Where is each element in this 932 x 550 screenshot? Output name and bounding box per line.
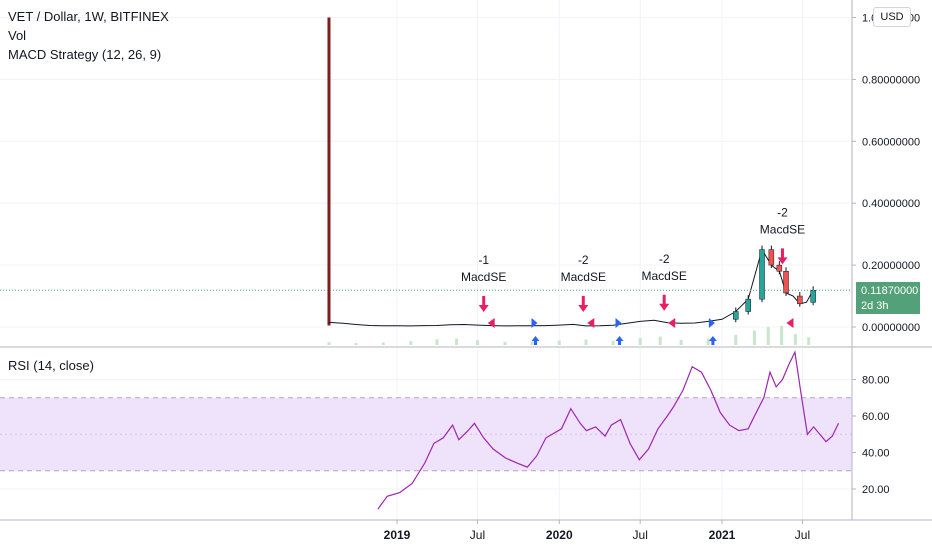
- candle-body: [776, 264, 783, 272]
- short-entry-marker-icon: [668, 318, 676, 328]
- long-entry-marker-icon: [708, 318, 715, 328]
- sell-arrow-icon: [478, 296, 489, 312]
- time-tick-label: Jul: [633, 528, 648, 542]
- main-legend: VET / Dollar, 1W, BITFINEX Vol MACD Stra…: [8, 7, 169, 64]
- volume-bar: [530, 341, 534, 345]
- price-close-line: [328, 248, 814, 327]
- strategy-indicator-label[interactable]: MACD Strategy (12, 26, 9): [8, 47, 162, 62]
- candle-body: [733, 311, 739, 320]
- short-entry-marker-icon: [786, 318, 794, 328]
- last-price-tag: 0.11870000 2d 3h: [856, 282, 920, 314]
- volume-bar: [807, 337, 811, 345]
- candle-body: [797, 295, 803, 305]
- signal-qty: -2: [659, 252, 670, 266]
- long-entry-marker-icon: [615, 318, 622, 328]
- rsi-tick-label: 20.00: [862, 484, 890, 496]
- time-tick-label: 2021: [709, 528, 736, 542]
- candle-body: [745, 298, 751, 312]
- volume-bars: [327, 325, 811, 345]
- volume-bar: [611, 340, 615, 345]
- volume-bar: [658, 336, 662, 345]
- volume-bar: [734, 334, 738, 345]
- sell-arrow-icon: [578, 296, 589, 312]
- currency-button[interactable]: USD: [873, 7, 911, 27]
- candle-body: [759, 249, 765, 300]
- price-tick-label: 0.20000000: [862, 260, 920, 272]
- rsi-line-group: [377, 350, 840, 510]
- volume-bar: [706, 338, 710, 345]
- short-entry-marker-icon: [487, 318, 495, 328]
- volume-bar: [793, 333, 797, 345]
- signal-label: MacdSE: [461, 270, 506, 284]
- rsi-legend: RSI (14, close): [8, 356, 94, 375]
- signal-qty: -1: [478, 253, 489, 267]
- volume-bar: [381, 342, 385, 345]
- volume-bar: [475, 340, 479, 345]
- long-entry-marker-icon: [531, 318, 538, 328]
- time-tick-label: 2020: [546, 528, 573, 542]
- rsi-tick-label: 80.00: [862, 375, 890, 387]
- volume-bar: [557, 340, 561, 345]
- volume-bar: [435, 339, 439, 345]
- buy-arrow-icon: [531, 336, 540, 345]
- time-tick-label: 2019: [384, 528, 411, 542]
- time-tick-label: Jul: [795, 528, 810, 542]
- time-tick-label: Jul: [470, 528, 485, 542]
- price-tick-label: 0.80000000: [862, 74, 920, 86]
- volume-indicator-label[interactable]: Vol: [8, 28, 27, 43]
- rsi-band: [0, 397, 852, 472]
- volume-bar: [409, 341, 413, 345]
- sell-arrow-icon: [777, 248, 788, 265]
- volume-bar: [752, 330, 756, 345]
- volume-bar: [780, 325, 784, 345]
- rsi-tick-label: 60.00: [862, 411, 890, 423]
- rsi-line: [377, 350, 840, 510]
- signal-label: MacdSE: [642, 269, 687, 283]
- signal-qty: -2: [777, 205, 788, 219]
- price-tick-label: 0.60000000: [862, 136, 920, 148]
- volume-bar: [679, 339, 683, 345]
- volume-bar: [503, 341, 507, 345]
- symbol-title[interactable]: VET / Dollar, 1W, BITFINEX: [8, 9, 169, 24]
- volume-bar: [455, 338, 459, 345]
- rsi-tick-label: 40.00: [862, 448, 890, 460]
- price-tick-label: 0.40000000: [862, 198, 920, 210]
- buy-arrow-icon: [615, 336, 624, 345]
- buy-arrow-icon: [708, 336, 717, 345]
- rsi-indicator-label[interactable]: RSI (14, close): [8, 358, 94, 373]
- signal-qty: -2: [578, 253, 589, 267]
- signal-label: MacdSE: [561, 270, 606, 284]
- candle-body: [810, 290, 816, 303]
- candle-body: [768, 249, 775, 266]
- volume-bar: [584, 339, 588, 345]
- volume-bar: [766, 327, 770, 345]
- signal-label: MacdSE: [760, 222, 805, 236]
- price-tick-label: 0.00000000: [862, 322, 920, 334]
- strategy-signals: -1 MacdSE -2 MacdSE -2 MacdSE -2 MacdSE: [461, 205, 805, 345]
- last-price-value: 0.11870000: [861, 285, 919, 297]
- volume-bar: [327, 342, 331, 345]
- sell-arrow-icon: [659, 294, 670, 311]
- short-entry-marker-icon: [587, 318, 595, 328]
- volume-bar: [638, 337, 642, 345]
- volume-bar: [354, 343, 358, 345]
- candle-body: [783, 271, 789, 294]
- bar-countdown: 2d 3h: [861, 300, 889, 312]
